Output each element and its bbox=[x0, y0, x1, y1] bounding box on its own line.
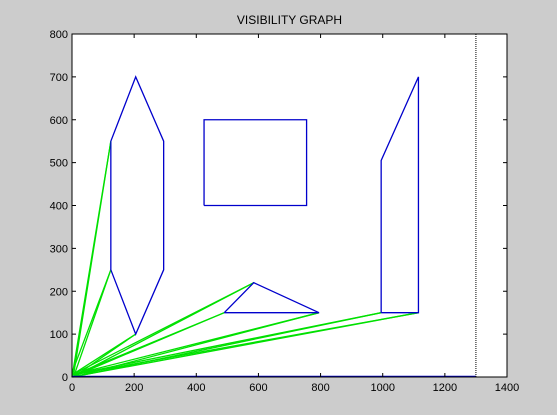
x-tick-label: 200 bbox=[125, 382, 143, 394]
y-tick-label: 600 bbox=[50, 115, 68, 127]
x-tick-label: 1400 bbox=[495, 382, 519, 394]
x-axis: 0 200 400 600 800 1000 1200 1400 bbox=[69, 34, 519, 394]
visibility-edges bbox=[71, 141, 419, 378]
y-tick-label: 100 bbox=[50, 329, 68, 341]
x-tick-label: 0 bbox=[69, 382, 75, 394]
obstacle-triangle bbox=[223, 281, 320, 314]
y-tick-label: 400 bbox=[50, 201, 68, 213]
chart-title: VISIBILITY GRAPH bbox=[237, 13, 342, 27]
y-tick-label: 800 bbox=[50, 29, 68, 41]
x-tick-label: 1200 bbox=[433, 382, 457, 394]
y-tick-label: 0 bbox=[62, 372, 68, 384]
visibility-edge-13 bbox=[73, 312, 382, 378]
y-axis: 0 100 200 300 400 500 600 700 800 bbox=[50, 29, 507, 384]
obstacle-hexagon bbox=[110, 75, 165, 336]
x-tick-label: 600 bbox=[249, 382, 267, 394]
visibility-edge-1 bbox=[72, 141, 112, 375]
visibility-edge-15 bbox=[73, 312, 419, 376]
y-tick-label: 200 bbox=[50, 286, 68, 298]
visibility-edge-3 bbox=[72, 269, 112, 378]
visibility-edge-7 bbox=[73, 282, 255, 378]
x-tick-label: 800 bbox=[311, 382, 329, 394]
obstacles bbox=[110, 75, 420, 336]
visibility-edge-5 bbox=[73, 333, 137, 378]
y-tick-label: 700 bbox=[50, 72, 68, 84]
x-tick-label: 400 bbox=[187, 382, 205, 394]
obstacle-quadrilateral bbox=[380, 76, 420, 314]
y-tick-label: 300 bbox=[50, 243, 68, 255]
obstacle-rectangle bbox=[203, 119, 308, 207]
y-tick-label: 500 bbox=[50, 158, 68, 170]
x-tick-label: 1000 bbox=[370, 382, 394, 394]
visibility-edge-9 bbox=[73, 312, 225, 376]
